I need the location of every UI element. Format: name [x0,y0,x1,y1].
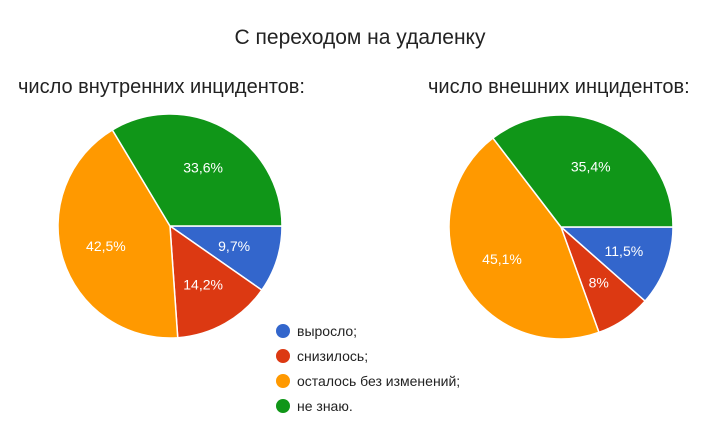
legend-item-grew[interactable]: выросло; [276,318,460,343]
legend-label-unchanged: осталось без изменений; [297,372,461,389]
legend-item-dont-know[interactable]: не знаю. [276,393,460,418]
pie-0-slice-dont-know[interactable] [111,113,283,227]
pie-0-label-unchanged: 42,5% [86,238,126,254]
pie-0-slice-decreased[interactable] [169,224,263,339]
legend: выросло; снизилось; осталось без изменен… [276,318,460,418]
subtitle-external-incidents: число внешних инцидентов: [428,76,690,98]
legend-label-decreased: снизилось; [297,347,369,364]
legend-label-grew: выросло; [297,322,358,339]
legend-swatch-dont-know [276,398,290,413]
pie-0-slice-unchanged[interactable] [57,128,179,339]
legend-swatch-grew [276,323,290,338]
pie-0-label-grew: 9,7% [218,238,250,254]
chart-title: С переходом на удаленку [234,26,486,49]
legend-swatch-decreased [276,348,290,363]
pie-0-label-decreased: 14,2% [183,276,223,292]
legend-item-decreased[interactable]: снизилось; [276,343,460,368]
subtitle-internal-incidents: число внутренних инцидентов: [18,76,305,98]
legend-item-unchanged[interactable]: осталось без изменений; [276,368,460,393]
legend-label-dont-know: не знаю. [297,397,353,414]
legend-swatch-unchanged [276,373,290,388]
pie-0-label-dont-know: 33,6% [183,160,223,176]
